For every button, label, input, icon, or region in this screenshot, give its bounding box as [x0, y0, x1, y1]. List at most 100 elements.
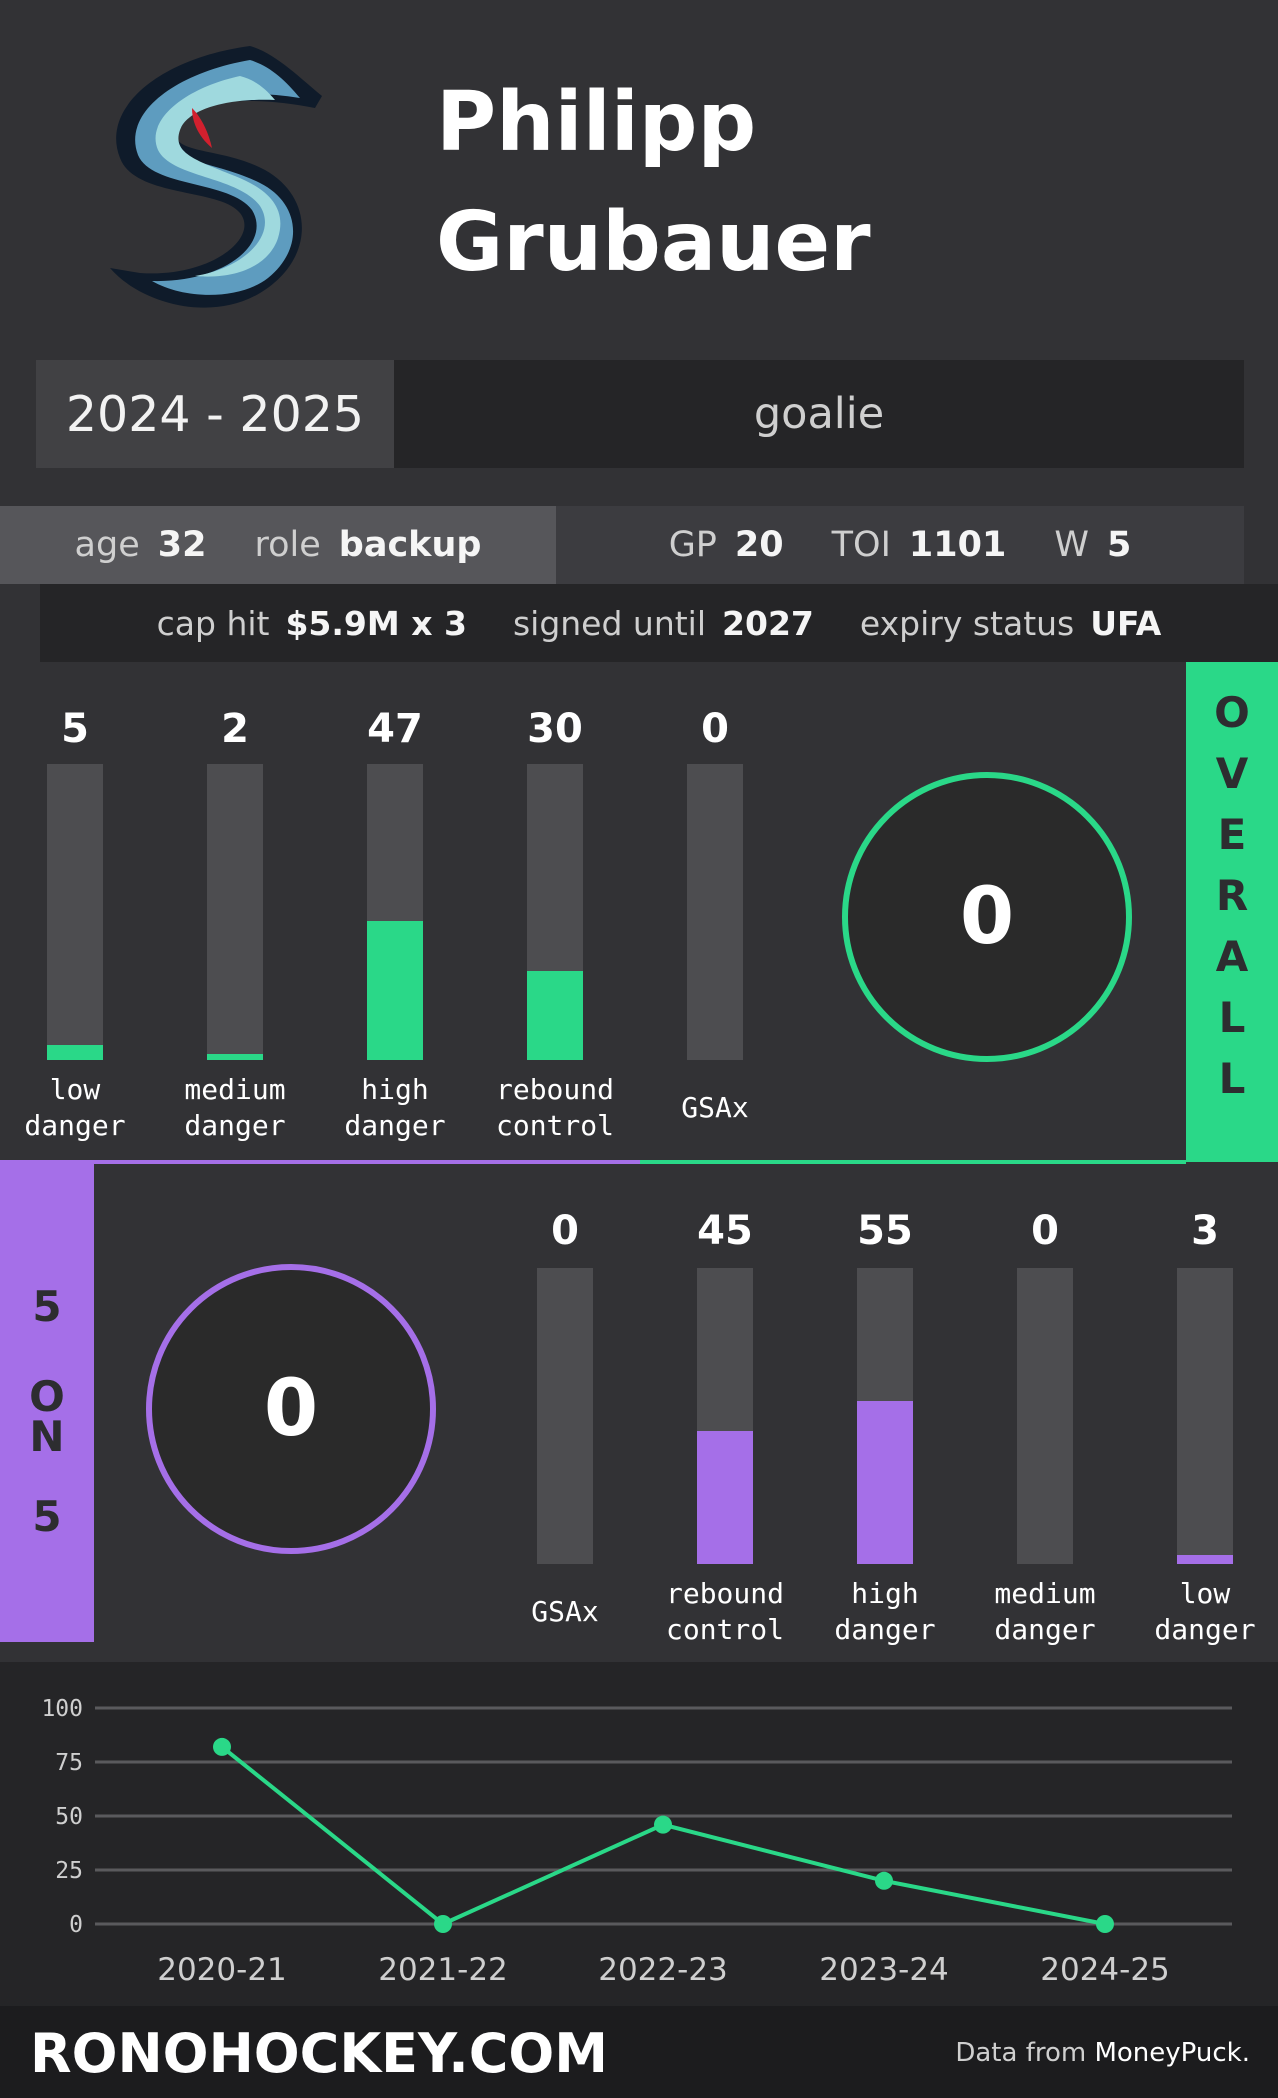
- overall-tab-letter: A: [1215, 932, 1249, 981]
- stats-row: GP 20 TOI 1101 W 5: [556, 506, 1244, 584]
- trend-y-tick: 50: [55, 1804, 83, 1830]
- five-on-five-bar-label-line1: low: [1179, 1577, 1231, 1610]
- overall-bar-track: [527, 764, 583, 1060]
- overall-bar-label-line2: danger: [24, 1109, 126, 1142]
- toi-value: 1101: [908, 525, 1007, 565]
- five-on-five-tab-letter: 5: [32, 1282, 62, 1331]
- five-on-five-bar-track: [1177, 1268, 1233, 1564]
- overall-bar-label-line1: rebound: [495, 1073, 614, 1106]
- overall-tab-letter: L: [1218, 993, 1246, 1042]
- five-on-five-bar-fill: [697, 1430, 753, 1564]
- section-divider-green: [640, 1160, 1186, 1164]
- five-on-five-bar-label-line2: danger: [1154, 1613, 1256, 1646]
- overall-bar-label-line2: control: [495, 1109, 614, 1142]
- overall-bar-label: GSAx: [630, 1090, 800, 1126]
- overall-bar-label-line2: danger: [184, 1109, 286, 1142]
- trend-y-tick: 0: [69, 1912, 83, 1938]
- five-on-five-bar-value: 45: [697, 1208, 753, 1254]
- overall-bar-label-line1: medium: [184, 1073, 286, 1106]
- five-on-five-tab-letter: N: [29, 1412, 65, 1461]
- gp-value: 20: [734, 525, 784, 565]
- toi-label: TOI: [831, 525, 891, 565]
- trend-x-tick: 2023-24: [819, 1952, 949, 1988]
- role-label: role: [254, 525, 321, 565]
- five-on-five-bar-label-line2: danger: [994, 1613, 1096, 1646]
- trend-x-tick: 2022-23: [598, 1952, 728, 1988]
- overall-tab-letter: L: [1218, 1054, 1246, 1103]
- expiry-status-value: UFA: [1090, 603, 1162, 643]
- trend-chart-svg: 100 75 50 25 0 2020-21 2021-22 2022-23 2023-24 20…: [41, 1696, 1232, 1988]
- five-on-five-bar-label-line1: medium: [994, 1577, 1096, 1610]
- overall-bar-label-line1: high: [361, 1073, 429, 1106]
- overall-bar-label-line1: low: [49, 1073, 101, 1106]
- five-on-five-bar-track: [537, 1268, 593, 1564]
- overall-bar-value: 5: [61, 706, 89, 752]
- overall-tab-letter: E: [1217, 810, 1247, 859]
- overall-score: 0: [959, 872, 1015, 962]
- five-on-five-bar-label: medium danger: [960, 1576, 1130, 1648]
- trend-point: [875, 1871, 893, 1890]
- five-on-five-score: 0: [263, 1364, 319, 1454]
- section-divider-purple: [0, 1160, 640, 1164]
- overall-bar-label: medium danger: [150, 1072, 320, 1144]
- five-on-five-bar-fill: [1177, 1555, 1233, 1564]
- signed-until-value: 2027: [722, 603, 814, 643]
- season-label: 2024 - 2025: [36, 360, 394, 468]
- overall-score-circle: 0: [842, 772, 1132, 1062]
- trend-y-tick: 100: [41, 1696, 83, 1722]
- overall-bar-fill: [207, 1054, 263, 1060]
- five-on-five-bar-label-line1: rebound: [665, 1577, 784, 1610]
- trend-y-tick: 25: [55, 1858, 83, 1884]
- five-on-five-bar-label: high danger: [800, 1576, 970, 1648]
- overall-bar-label: low danger: [0, 1072, 160, 1144]
- five-on-five-bar-value: 3: [1191, 1208, 1219, 1254]
- credit-prefix: Data from: [955, 2038, 1095, 2068]
- overall-bar-track: [47, 764, 103, 1060]
- player-first-name: Philipp: [436, 75, 757, 170]
- age-value: 32: [157, 525, 207, 565]
- five-on-five-bar-label: GSAx: [480, 1594, 650, 1630]
- cap-hit-label: cap hit: [156, 603, 270, 643]
- five-on-five-bar-label-line2: control: [665, 1613, 784, 1646]
- site-name: RONOHOCKEY.COM: [30, 2022, 608, 2085]
- five-on-five-bar-label-line1: GSAx: [531, 1595, 599, 1628]
- five-on-five-score-circle: 0: [146, 1264, 436, 1554]
- five-on-five-bar-track: [1017, 1268, 1073, 1564]
- overall-bar-label-line2: danger: [344, 1109, 446, 1142]
- five-on-five-bar-track: [857, 1268, 913, 1564]
- five-on-five-bar-label-line1: high: [851, 1577, 919, 1610]
- overall-bar-label: rebound control: [470, 1072, 640, 1144]
- trend-point: [213, 1737, 231, 1756]
- five-on-five-bar-value: 0: [1031, 1208, 1059, 1254]
- expiry-status-label: expiry status: [859, 603, 1075, 643]
- cap-hit-value: $5.9M x 3: [285, 603, 467, 643]
- contract-row: cap hit $5.9M x 3 signed until 2027 expi…: [40, 584, 1278, 662]
- five-on-five-bar-track: [697, 1268, 753, 1564]
- trend-x-tick: 2021-22: [378, 1952, 508, 1988]
- kraken-s-logo-icon: [100, 38, 330, 323]
- overall-tab-letter: O: [1214, 688, 1250, 737]
- trend-point: [654, 1815, 672, 1834]
- season-trend-chart: 100 75 50 25 0 2020-21 2021-22 2022-23 2023-24 20…: [0, 1662, 1278, 2006]
- age-label: age: [74, 525, 140, 565]
- trend-line: [220, 1745, 1106, 1927]
- five-on-five-bar-label: rebound control: [640, 1576, 810, 1648]
- overall-bar-value: 30: [527, 706, 583, 752]
- overall-bar-fill: [367, 920, 423, 1060]
- overall-bar-track: [207, 764, 263, 1060]
- wins-label: W: [1054, 525, 1089, 565]
- overall-bar-value: 0: [701, 706, 729, 752]
- overall-bar-fill: [47, 1045, 103, 1060]
- trend-x-tick: 2020-21: [157, 1952, 287, 1988]
- overall-bar-label: high danger: [310, 1072, 480, 1144]
- overall-bar-label-line1: GSAx: [681, 1091, 749, 1124]
- overall-bar-track: [687, 764, 743, 1060]
- player-last-name: Grubauer: [436, 195, 871, 290]
- five-on-five-bar-fill: [857, 1401, 913, 1564]
- five-on-five-bar-label: low danger: [1120, 1576, 1278, 1648]
- credit-source: MoneyPuck.: [1094, 2038, 1250, 2068]
- five-on-five-bar-value: 55: [857, 1208, 913, 1254]
- footer: [0, 2006, 1278, 2098]
